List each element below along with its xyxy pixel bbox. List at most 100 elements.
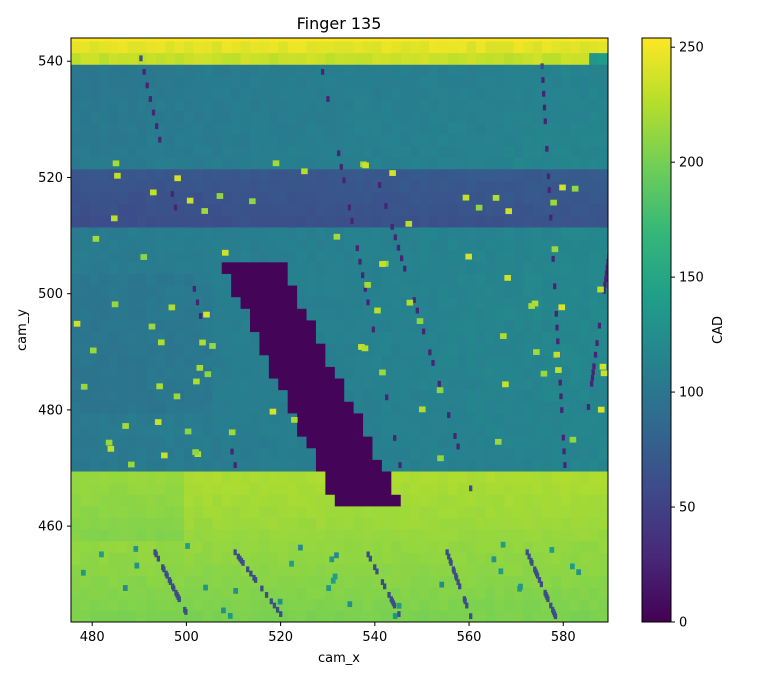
colorbar-tick-label: 150: [679, 271, 704, 286]
heatmap-cell: [391, 401, 402, 414]
heatmap-cell: [259, 180, 270, 193]
heatmap-cell: [80, 296, 91, 309]
heatmap-cell: [118, 575, 129, 588]
heatmap-cell: [80, 569, 86, 576]
heatmap-cell: [165, 215, 176, 228]
heatmap-cell: [127, 563, 138, 577]
heatmap-cell: [136, 168, 147, 181]
heatmap-cell: [268, 226, 279, 240]
heatmap-cell: [570, 343, 581, 356]
heatmap-cell: [71, 529, 82, 542]
heatmap-cell: [530, 560, 534, 566]
heatmap-cell: [278, 587, 289, 600]
heatmap-cell: [155, 52, 166, 65]
heatmap-cell: [494, 412, 505, 426]
heatmap-cell: [306, 610, 317, 622]
heatmap-cell: [344, 284, 355, 298]
heatmap-cell: [403, 265, 407, 272]
heatmap-cell: [598, 343, 608, 356]
heatmap-cell: [221, 191, 232, 205]
heatmap-cell: [174, 133, 185, 147]
heatmap-cell: [579, 168, 590, 181]
heatmap-cell: [334, 308, 345, 321]
heatmap-cell: [353, 389, 364, 402]
heatmap-cell: [172, 585, 176, 592]
heatmap-cell: [542, 436, 553, 449]
x-tick-label: 560: [457, 630, 482, 645]
heatmap-cell: [476, 284, 487, 298]
heatmap-cell: [400, 296, 411, 309]
heatmap-cell: [118, 203, 129, 216]
heatmap-cell: [259, 529, 270, 542]
heatmap-cell: [221, 343, 232, 356]
heatmap-cell: [466, 540, 477, 553]
heatmap-cell: [136, 389, 147, 402]
heatmap-cell: [80, 180, 91, 193]
heatmap-cell: [250, 191, 261, 205]
heatmap-cell: [193, 38, 204, 42]
heatmap-cell: [542, 377, 553, 391]
heatmap-cell: [438, 273, 449, 286]
heatmap-cell: [372, 215, 383, 228]
heatmap-cell: [184, 609, 188, 615]
heatmap-cell: [136, 575, 147, 588]
heatmap-cell: [589, 610, 600, 622]
heatmap-cell: [202, 87, 213, 100]
heatmap-cell: [155, 354, 166, 367]
heatmap-cell: [391, 389, 402, 402]
heatmap-cell: [108, 99, 119, 112]
heatmap-cell: [542, 540, 553, 553]
heatmap-cell: [162, 566, 166, 573]
heatmap-cell: [325, 436, 336, 449]
heatmap-cell: [184, 261, 195, 274]
heatmap-cell: [127, 87, 138, 100]
heatmap-cell: [272, 160, 280, 167]
heatmap-cell: [504, 87, 515, 100]
heatmap-cell: [438, 343, 449, 356]
heatmap-cell: [278, 122, 289, 135]
heatmap-cell: [278, 343, 289, 356]
heatmap-cell: [212, 366, 223, 379]
heatmap-cell: [447, 529, 458, 542]
heatmap-cell: [410, 552, 421, 565]
heatmap-cell: [419, 529, 430, 542]
heatmap-cell: [108, 587, 119, 600]
heatmap-cell: [344, 87, 355, 100]
heatmap-cell: [513, 377, 524, 391]
heatmap-cell: [118, 598, 129, 611]
heatmap-cell: [231, 529, 242, 542]
heatmap-cell: [494, 133, 505, 147]
heatmap-cell: [221, 401, 232, 414]
heatmap-cell: [71, 133, 82, 147]
heatmap-cell: [494, 64, 505, 77]
heatmap-cell: [381, 529, 392, 542]
heatmap-cell: [136, 75, 147, 88]
heatmap-cell: [381, 540, 392, 553]
heatmap-cell: [598, 75, 608, 88]
heatmap-cell: [438, 296, 449, 309]
heatmap-cell: [589, 377, 600, 391]
heatmap-cell: [513, 250, 524, 263]
heatmap-cell: [325, 180, 336, 193]
heatmap-cell: [71, 470, 82, 484]
heatmap-cell: [391, 575, 402, 588]
heatmap-cell: [560, 529, 571, 542]
heatmap-cell: [315, 540, 326, 553]
heatmap-cell: [523, 343, 534, 356]
heatmap-cell: [174, 540, 185, 553]
heatmap-cell: [549, 602, 553, 609]
heatmap-cell: [410, 64, 421, 77]
heatmap-cell: [523, 529, 534, 542]
heatmap-cell: [606, 258, 608, 265]
heatmap-cell: [391, 40, 402, 54]
heatmap-cell: [551, 436, 562, 449]
heatmap-cell: [410, 145, 421, 158]
heatmap-cell: [542, 40, 553, 54]
heatmap-cell: [419, 308, 430, 321]
heatmap-cell: [231, 133, 242, 147]
heatmap-cell: [118, 64, 129, 77]
heatmap-cell: [494, 38, 505, 42]
heatmap-cell: [99, 354, 110, 367]
heatmap-cell: [542, 343, 553, 356]
heatmap-cell: [306, 261, 317, 274]
